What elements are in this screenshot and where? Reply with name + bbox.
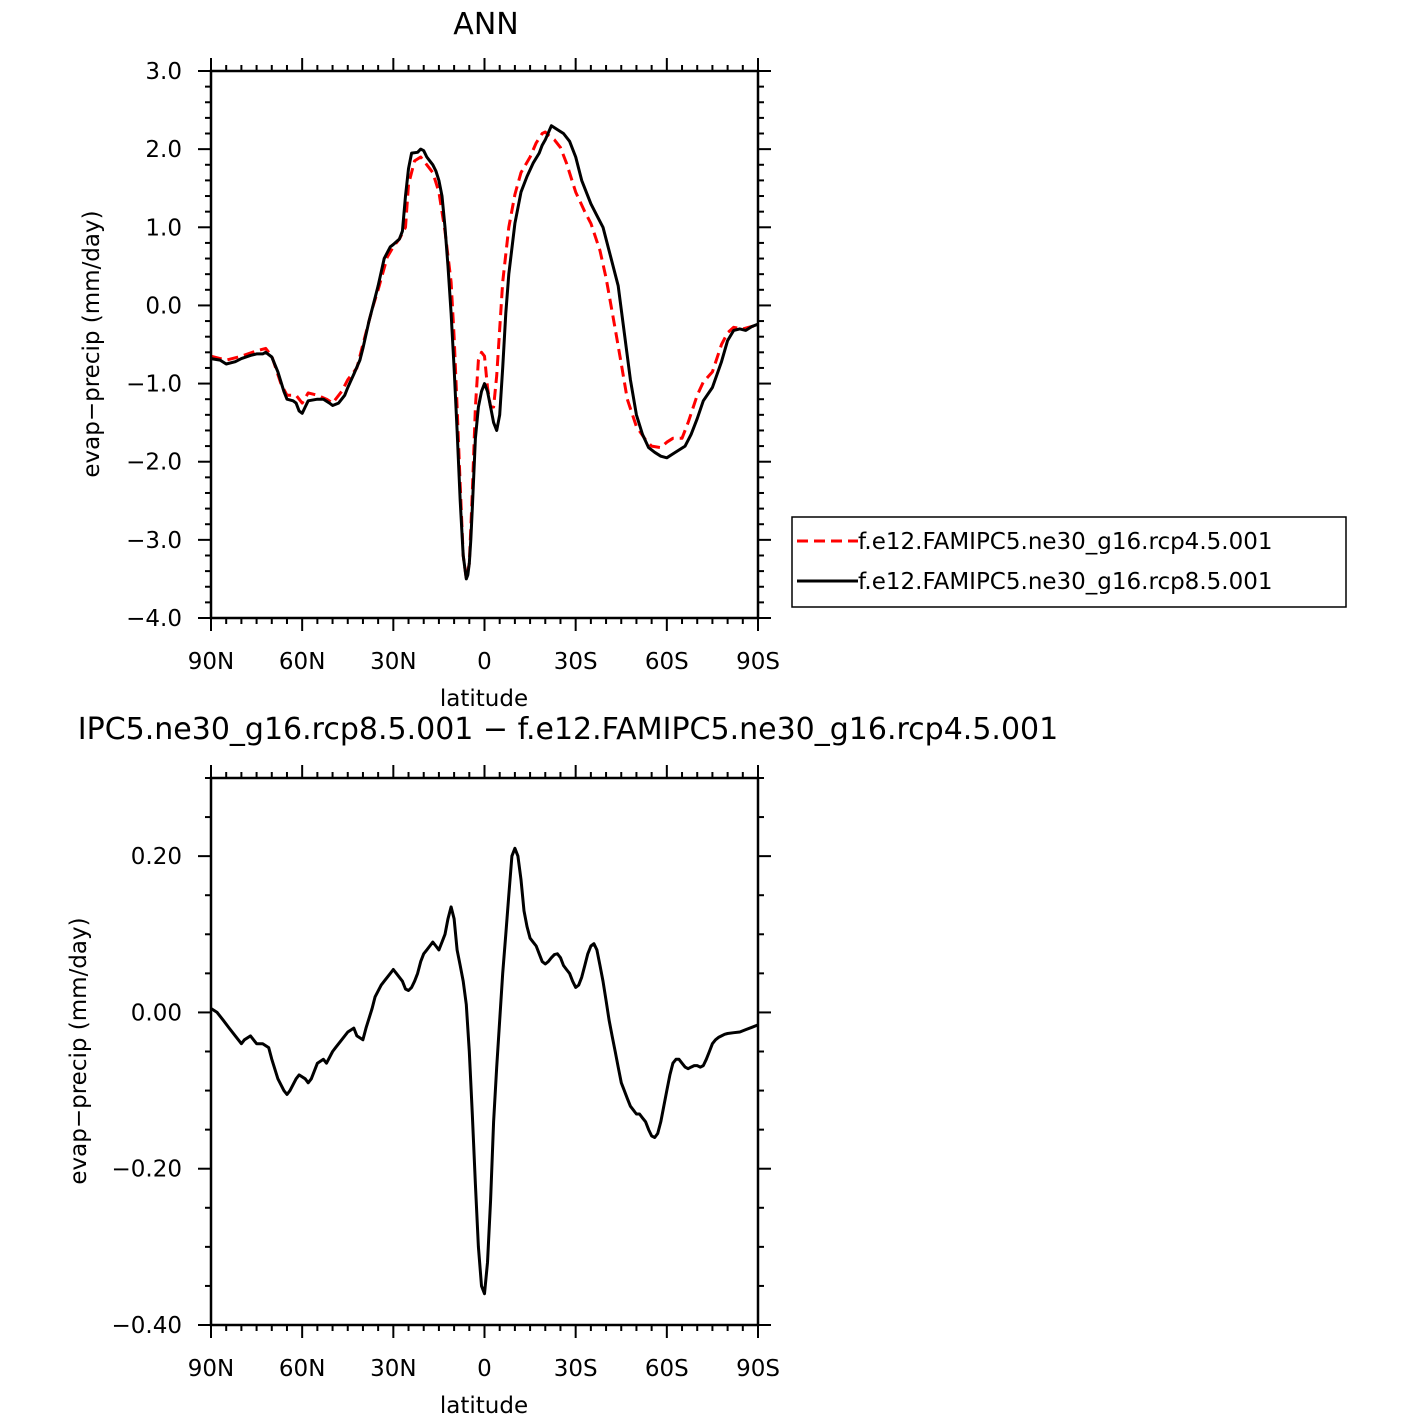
x-tick-label: 90N bbox=[188, 649, 234, 675]
y-tick-label: −2.0 bbox=[126, 450, 182, 476]
x-axis-label: latitude bbox=[440, 686, 528, 712]
x-tick-label: 30N bbox=[370, 649, 416, 675]
tick-marks bbox=[198, 765, 771, 1338]
y-tick-label: 0.00 bbox=[131, 1000, 182, 1026]
x-tick-label: 0 bbox=[477, 1356, 492, 1382]
plot-frame bbox=[209, 776, 760, 1327]
y-tick-label: −0.20 bbox=[112, 1157, 182, 1183]
series-lines bbox=[210, 124, 759, 581]
y-axis-label: evap−precip (mm/day) bbox=[66, 917, 92, 1184]
y-axis-label: evap−precip (mm/day) bbox=[79, 210, 105, 477]
top-panel: ANN −4.0 −3.0 −2.0 −1.0 0.0 1.0 2.0 3.0 90N 60N 3… bbox=[79, 7, 780, 712]
x-tick-label: 30N bbox=[370, 1356, 416, 1382]
plot-frame bbox=[209, 69, 760, 620]
x-tick-label: 90S bbox=[736, 649, 780, 675]
y-tick-label: 2.0 bbox=[145, 137, 182, 163]
x-tick-labels: 90N 60N 30N 0 30S 60S 90S bbox=[188, 649, 780, 675]
x-axis-label: latitude bbox=[440, 1393, 528, 1419]
x-tick-label: 30S bbox=[554, 649, 598, 675]
difference-title: IPC5.ne30_g16.rcp8.5.001 − f.e12.FAMIPC5… bbox=[78, 712, 1058, 747]
y-tick-label: 0.0 bbox=[145, 293, 182, 319]
bottom-panel: IPC5.ne30_g16.rcp8.5.001 − f.e12.FAMIPC5… bbox=[66, 712, 1058, 1419]
legend-box bbox=[791, 516, 1347, 608]
x-tick-label: 90S bbox=[736, 1356, 780, 1382]
tick-marks bbox=[198, 58, 771, 631]
y-tick-label: 3.0 bbox=[145, 59, 182, 85]
series-line-2 bbox=[210, 124, 759, 581]
x-tick-label: 90N bbox=[188, 1356, 234, 1382]
series-lines bbox=[210, 846, 759, 1296]
y-tick-label: −3.0 bbox=[126, 528, 182, 554]
chart-title: ANN bbox=[453, 7, 518, 42]
legend: f.e12.FAMIPC5.ne30_g16.rcp4.5.001 f.e12.… bbox=[791, 516, 1347, 608]
x-tick-label: 60S bbox=[645, 649, 689, 675]
y-tick-label: −4.0 bbox=[126, 606, 182, 632]
series-line-1 bbox=[210, 846, 759, 1296]
legend-label-rcp85: f.e12.FAMIPC5.ne30_g16.rcp8.5.001 bbox=[858, 569, 1272, 595]
x-tick-label: 0 bbox=[477, 649, 492, 675]
y-tick-label: −0.40 bbox=[112, 1313, 182, 1339]
x-tick-labels: 90N 60N 30N 0 30S 60S 90S bbox=[188, 1356, 780, 1382]
y-tick-label: 0.20 bbox=[131, 844, 182, 870]
y-tick-label: 1.0 bbox=[145, 215, 182, 241]
y-tick-label: −1.0 bbox=[126, 372, 182, 398]
series-line-1 bbox=[210, 130, 759, 581]
x-tick-label: 60N bbox=[279, 649, 325, 675]
x-tick-label: 60N bbox=[279, 1356, 325, 1382]
legend-label-rcp45: f.e12.FAMIPC5.ne30_g16.rcp4.5.001 bbox=[858, 529, 1272, 555]
x-tick-label: 30S bbox=[554, 1356, 598, 1382]
y-tick-labels: −4.0 −3.0 −2.0 −1.0 0.0 1.0 2.0 3.0 bbox=[126, 59, 182, 632]
x-tick-label: 60S bbox=[645, 1356, 689, 1382]
y-tick-labels: −0.40 −0.20 0.00 0.20 bbox=[112, 844, 182, 1339]
